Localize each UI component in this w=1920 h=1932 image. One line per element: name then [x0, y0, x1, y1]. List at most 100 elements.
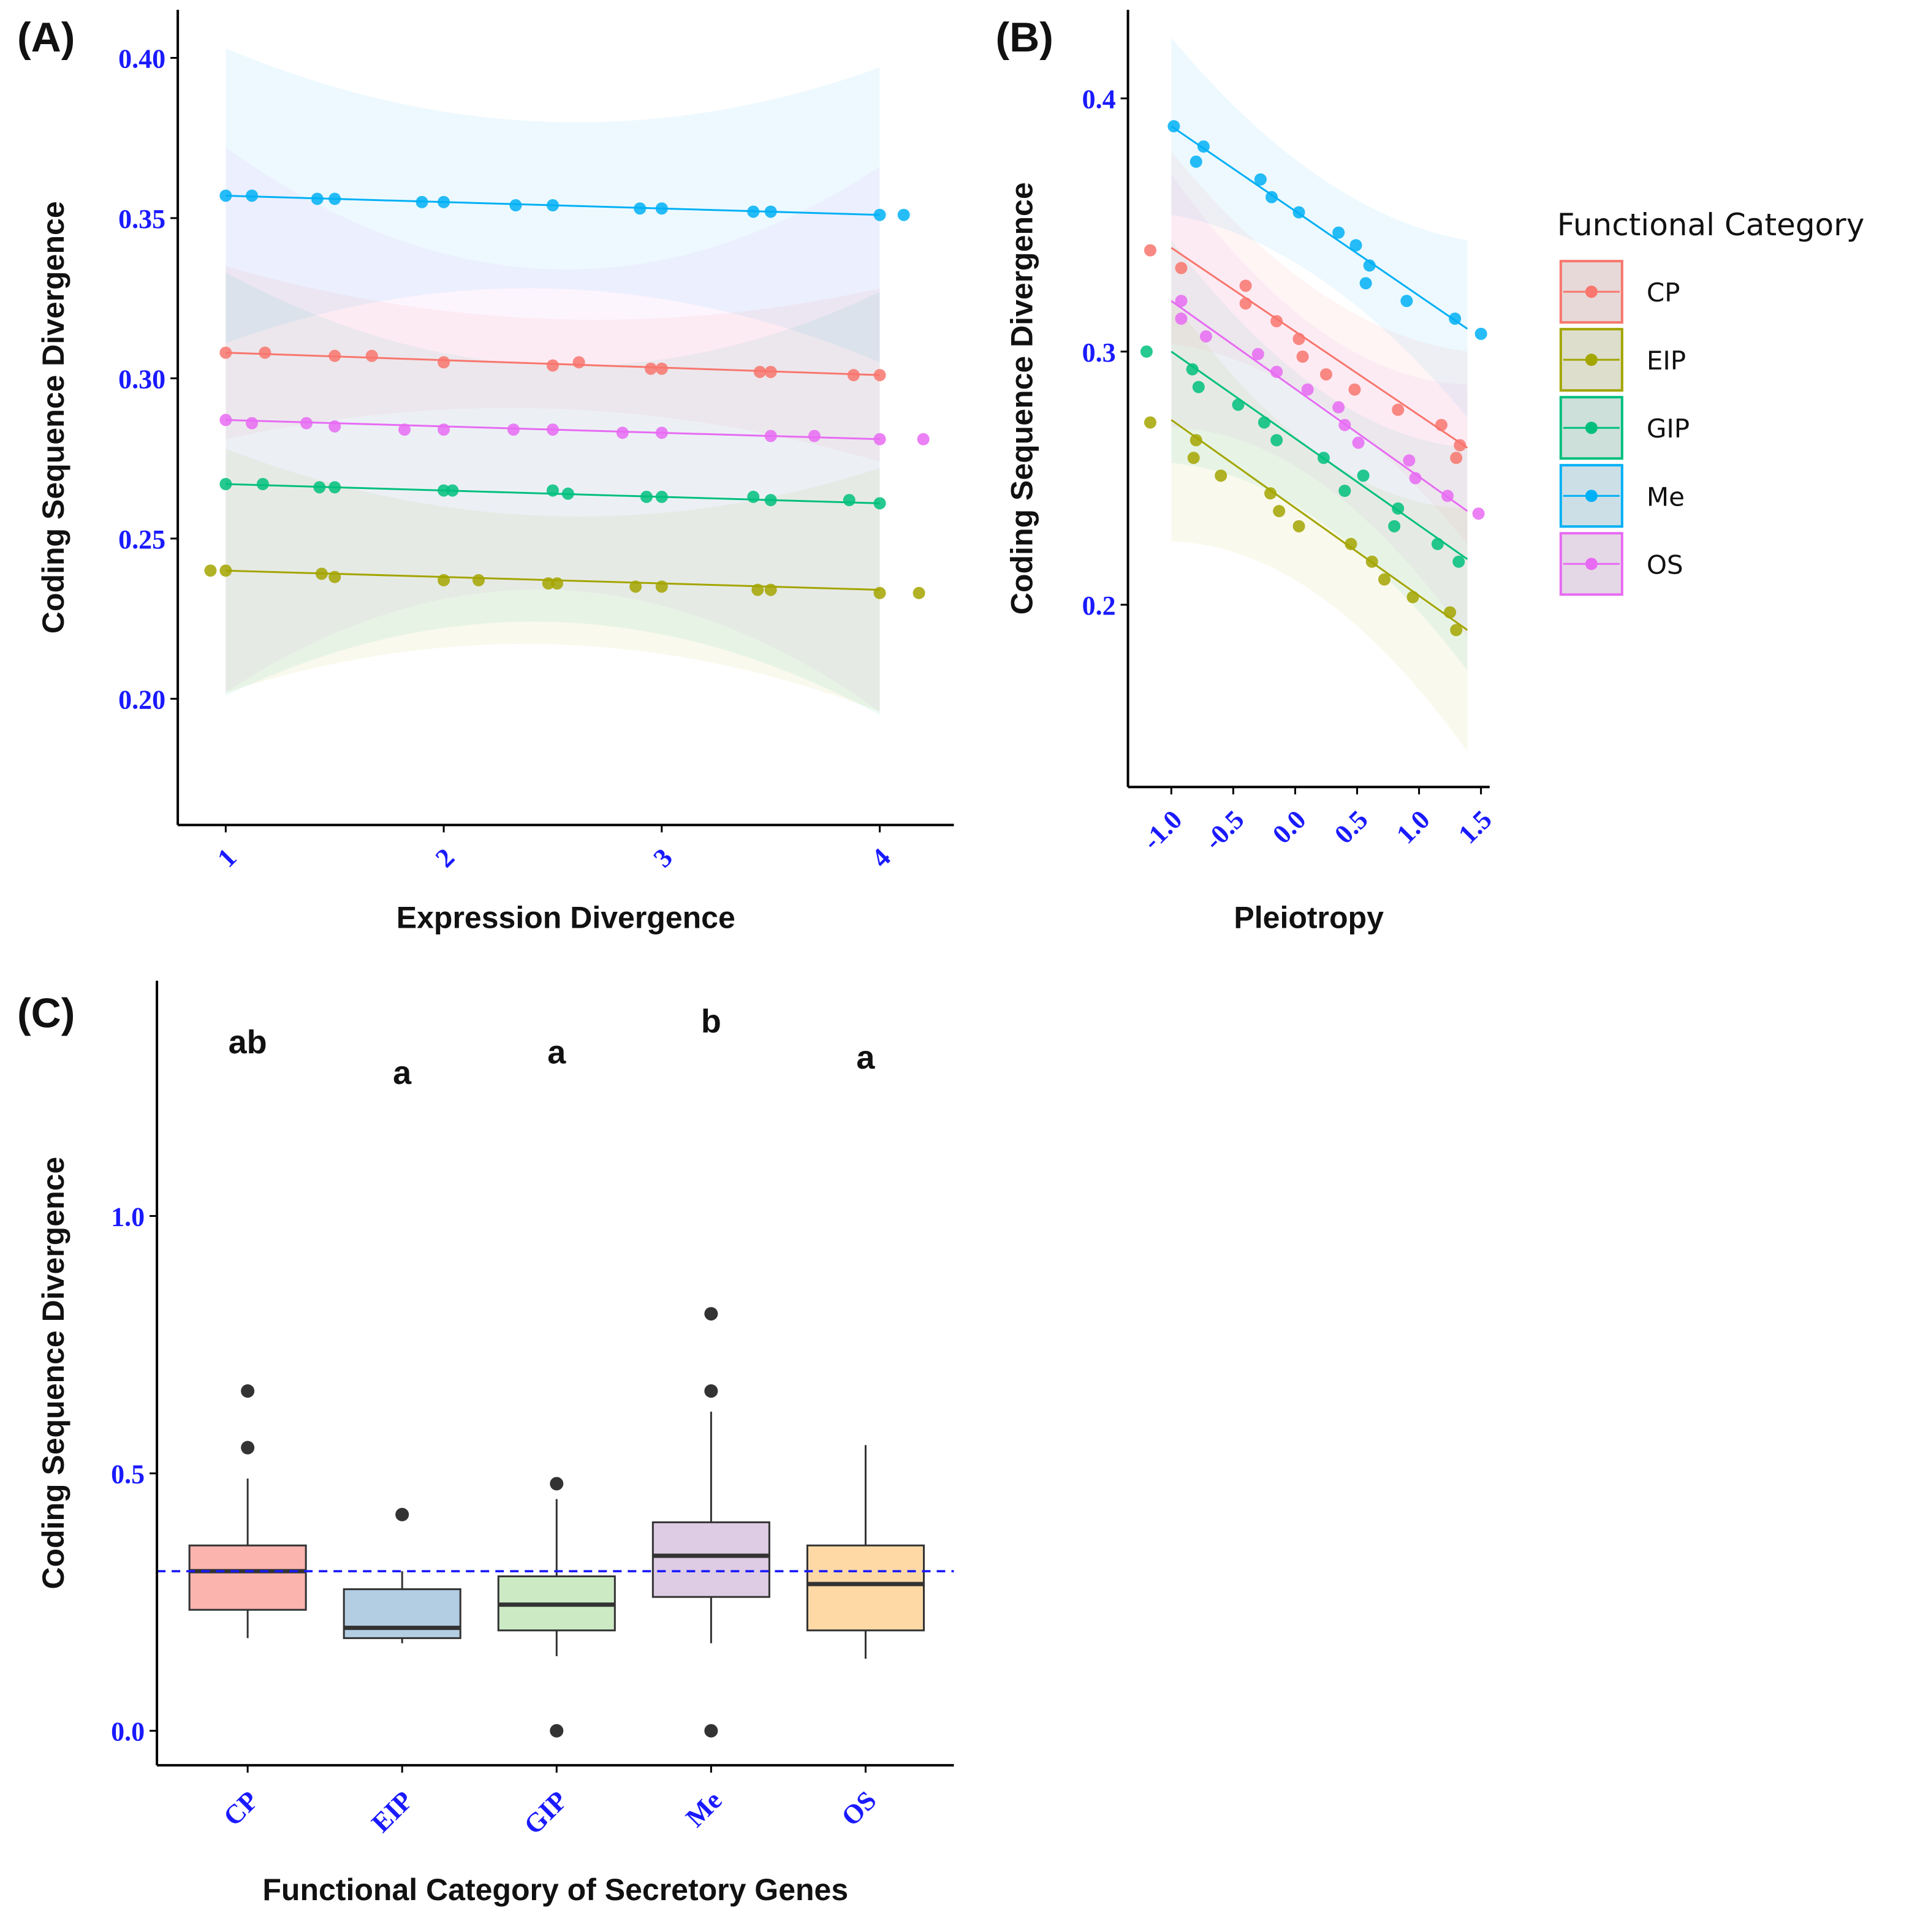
data-point-me — [415, 195, 428, 208]
y-axis-title: Coding Sequence Divergence — [1005, 182, 1039, 615]
data-point-me — [897, 208, 910, 221]
data-point-os — [873, 433, 886, 445]
legend-label: CP — [1647, 278, 1680, 308]
data-point-gip — [1192, 381, 1205, 393]
legend-label: GIP — [1647, 414, 1690, 444]
data-point-me — [219, 189, 232, 202]
data-point-cp — [645, 362, 658, 375]
legend-item-gip: GIP — [1559, 396, 1690, 460]
x-tick-label: 3 — [648, 843, 678, 873]
panel-label: (C) — [17, 990, 75, 1037]
data-point-os — [398, 423, 411, 436]
data-point-gip — [1258, 416, 1270, 429]
data-point-cp — [546, 359, 559, 372]
data-point-eip — [1292, 520, 1305, 532]
data-point-gip — [438, 484, 450, 497]
panel-label: (B) — [996, 14, 1053, 61]
legend-key-point — [1585, 490, 1598, 502]
legend-key-point — [1585, 286, 1598, 298]
data-point-cp — [259, 346, 271, 359]
data-point-gip — [1270, 434, 1283, 447]
x-tick-label: CP — [218, 1785, 264, 1832]
data-point-gip — [655, 490, 668, 503]
data-point-cp — [873, 369, 886, 382]
significance-letter-cp: ab — [229, 1024, 267, 1061]
data-point-gip — [219, 477, 232, 490]
data-point-gip — [1388, 520, 1401, 532]
data-point-me — [1254, 173, 1267, 186]
data-point-eip — [873, 586, 886, 599]
data-point-eip — [1450, 624, 1463, 637]
legend: Functional Category CP EIP GIP Me OS — [1557, 207, 1864, 596]
data-point-me — [1167, 120, 1180, 133]
data-point-eip — [1264, 487, 1277, 500]
data-point-os — [917, 433, 930, 445]
data-point-me — [1265, 191, 1278, 203]
data-point-cp — [1348, 383, 1361, 396]
y-tick-label: 0.30 — [118, 364, 165, 394]
data-point-os — [1301, 383, 1314, 396]
data-point-gip — [546, 484, 559, 497]
data-point-eip — [629, 580, 642, 593]
data-point-gip — [1392, 502, 1405, 515]
x-tick-label: GIP — [518, 1785, 573, 1840]
data-point-gip — [873, 497, 886, 510]
data-point-me — [1363, 259, 1376, 272]
y-tick-label: 0.35 — [118, 204, 165, 234]
outlier-point-me — [704, 1384, 718, 1398]
x-axis-title: Functional Category of Secretory Genes — [262, 1873, 848, 1907]
data-point-eip — [1345, 537, 1357, 550]
outlier-point-cp — [241, 1384, 255, 1398]
panel-a: 0.20 0.25 0.30 0.35 0.40 (A) Coding Sequence D… — [17, 10, 954, 934]
significance-letter-os: a — [856, 1039, 875, 1076]
data-point-eip — [328, 570, 341, 583]
data-point-cp — [1239, 297, 1252, 310]
outlier-point-gip — [550, 1477, 564, 1491]
data-point-cp — [1296, 350, 1309, 363]
data-point-me — [1474, 327, 1487, 340]
data-point-me — [747, 205, 760, 218]
y-tick-label: 0.0 — [111, 1717, 145, 1747]
data-point-os — [438, 423, 450, 436]
box-me — [651, 1521, 770, 1598]
data-point-eip — [1190, 434, 1202, 447]
data-point-gip — [747, 490, 760, 503]
data-point-os — [1338, 419, 1351, 431]
legend-key-point — [1585, 422, 1598, 434]
x-axis-title: Pleiotropy — [1234, 900, 1384, 934]
data-point-eip — [542, 577, 555, 590]
legend-key-point — [1585, 354, 1598, 366]
data-point-eip — [655, 580, 668, 593]
box-os — [806, 1544, 925, 1632]
legend-item-os: OS — [1559, 532, 1683, 596]
data-point-me — [1190, 155, 1202, 168]
x-tick-label: -0.5 — [1199, 805, 1250, 856]
data-point-me — [873, 208, 886, 221]
y-tick-label: 0.5 — [111, 1460, 145, 1490]
data-point-gip — [764, 494, 777, 507]
data-point-cp — [219, 346, 232, 359]
data-point-os — [1199, 330, 1212, 343]
data-point-gip — [561, 487, 574, 500]
data-point-me — [438, 195, 450, 208]
y-tick-label: 0.4 — [1082, 85, 1116, 115]
outlier-point-eip — [395, 1507, 409, 1521]
data-point-os — [328, 420, 341, 433]
data-point-cp — [438, 356, 450, 369]
data-point-os — [1409, 472, 1422, 485]
data-point-cp — [1175, 262, 1188, 275]
data-point-os — [1472, 507, 1485, 520]
y-tick-label: 0.20 — [118, 684, 165, 714]
data-point-gip — [1452, 555, 1465, 568]
data-point-me — [1332, 226, 1345, 239]
data-point-me — [1359, 277, 1372, 290]
data-point-gip — [446, 484, 459, 497]
x-tick-label: EIP — [366, 1785, 419, 1838]
data-point-os — [300, 417, 313, 430]
y-tick-label: 0.3 — [1082, 338, 1116, 368]
data-point-me — [509, 199, 522, 212]
data-point-os — [616, 426, 629, 439]
data-point-os — [1251, 347, 1264, 360]
data-point-os — [1332, 401, 1345, 414]
